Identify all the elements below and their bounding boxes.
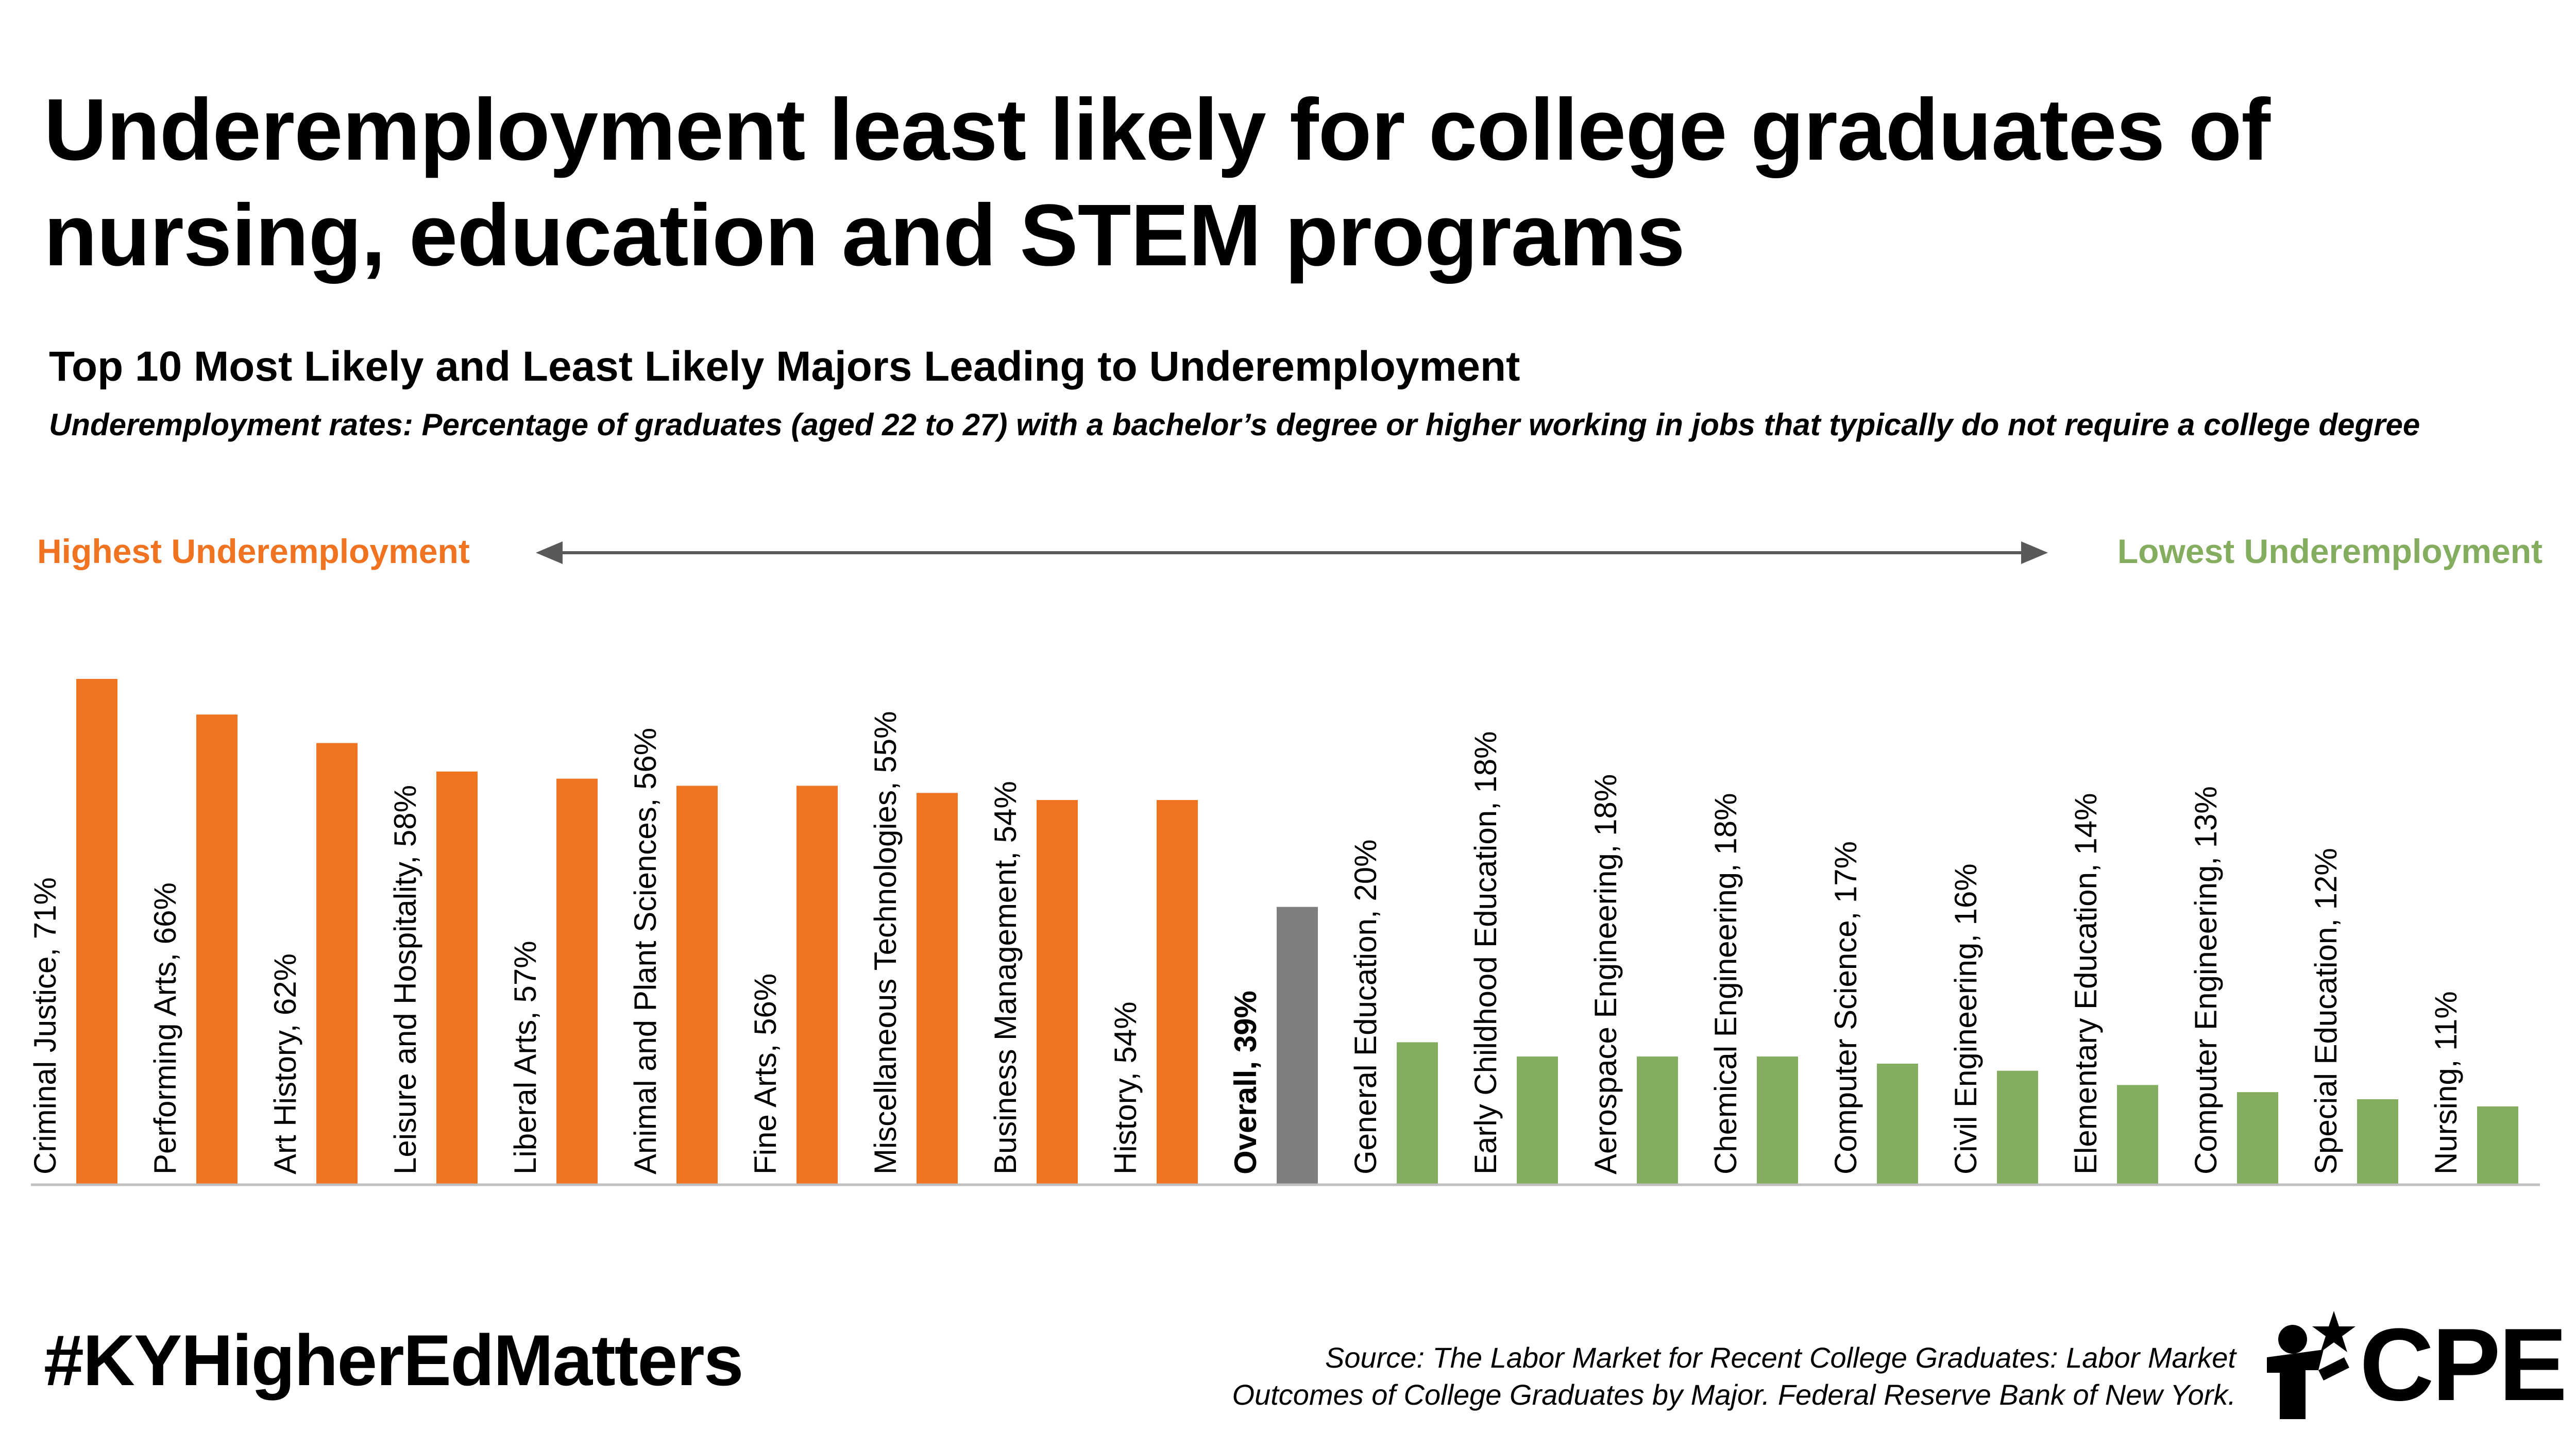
bar-performing-arts xyxy=(196,714,238,1185)
bar-label: Aerospace Engineering, 18% xyxy=(1588,774,1623,1174)
bar-nursing xyxy=(2477,1106,2518,1185)
arrow-left-icon xyxy=(536,541,563,564)
bar-label: Nursing, 11% xyxy=(2429,991,2463,1174)
bar-label: Fine Arts, 56% xyxy=(748,974,783,1174)
range-label-lowest: Lowest Underemployment xyxy=(2117,532,2543,570)
bar-liberal-arts xyxy=(556,778,598,1185)
bar-label: Art History, 62% xyxy=(268,953,302,1174)
bar-label: Criminal Justice, 71% xyxy=(28,877,62,1174)
bar-label: Business Management, 54% xyxy=(988,781,1023,1174)
bar-chemical-engineering xyxy=(1757,1056,1798,1185)
bar-computer-science xyxy=(1877,1063,1918,1185)
bar-label: Performing Arts, 66% xyxy=(148,882,182,1174)
bar-business-management xyxy=(1037,800,1078,1185)
bar-label: Special Education, 12% xyxy=(2309,848,2343,1174)
bar-label: Overall, 39% xyxy=(1228,991,1263,1174)
bar-computer-engineering xyxy=(2237,1092,2278,1185)
bar-label: Early Childhood Education, 18% xyxy=(1468,731,1503,1174)
bar-elementary-education xyxy=(2117,1085,2158,1185)
bar-general-education xyxy=(1397,1042,1438,1185)
bar-labels-group: Criminal Justice, 71% Performing Arts, 66… xyxy=(28,711,2463,1174)
logo-text: CPE xyxy=(2360,1307,2567,1422)
headline: Underemployment least likely for college… xyxy=(44,81,2270,284)
cpe-logo: CPE xyxy=(2257,1308,2567,1422)
bar-label: Civil Engineering, 16% xyxy=(1948,863,1983,1174)
bar-criminal-justice xyxy=(76,679,117,1185)
source-line-1: Source: The Labor Market for Recent Coll… xyxy=(1325,1341,2236,1374)
bar-label: History, 54% xyxy=(1108,1001,1143,1174)
bar-label: Leisure and Hospitality, 58% xyxy=(388,785,422,1174)
bars-group xyxy=(76,679,2518,1185)
bar-fine-arts xyxy=(796,786,838,1185)
bar-label: Miscellaneous Technologies, 55% xyxy=(868,711,903,1174)
bar-label: Liberal Arts, 57% xyxy=(508,941,543,1174)
star-figure-icon xyxy=(2267,1311,2355,1419)
range-arrow xyxy=(536,541,2048,564)
source-line-2: Outcomes of College Graduates by Major. … xyxy=(1232,1378,2236,1411)
source-note: Source: The Labor Market for Recent Coll… xyxy=(1232,1339,2236,1413)
bar-miscellaneous-technologies xyxy=(917,793,958,1185)
bar-label: Animal and Plant Sciences, 56% xyxy=(628,728,663,1174)
hashtag: #KYHigherEdMatters xyxy=(44,1320,744,1401)
bar-history xyxy=(1157,800,1198,1185)
bar-civil-engineering xyxy=(1997,1070,2038,1185)
bar-label: Computer Science, 17% xyxy=(1828,841,1863,1174)
bar-special-education xyxy=(2357,1099,2398,1185)
bar-animal-and-plant-sciences xyxy=(676,786,718,1185)
bar-label: Chemical Engineering, 18% xyxy=(1708,793,1743,1174)
chart-subtitle: Top 10 Most Likely and Least Likely Majo… xyxy=(49,343,1520,390)
bar-leisure-and-hospitality xyxy=(436,771,478,1185)
bar-label: Computer Engineering, 13% xyxy=(2189,786,2223,1174)
arrow-right-icon xyxy=(2021,541,2048,564)
bar-aerospace-engineering xyxy=(1637,1056,1678,1185)
bar-label: General Education, 20% xyxy=(1348,840,1383,1174)
bar-label: Elementary Education, 14% xyxy=(2069,793,2103,1174)
chart-description: Underemployment rates: Percentage of gra… xyxy=(49,407,2420,442)
range-label-highest: Highest Underemployment xyxy=(37,532,470,570)
bar-overall xyxy=(1277,907,1318,1185)
bar-art-history xyxy=(316,743,358,1185)
bar-early-childhood-education xyxy=(1517,1056,1558,1185)
